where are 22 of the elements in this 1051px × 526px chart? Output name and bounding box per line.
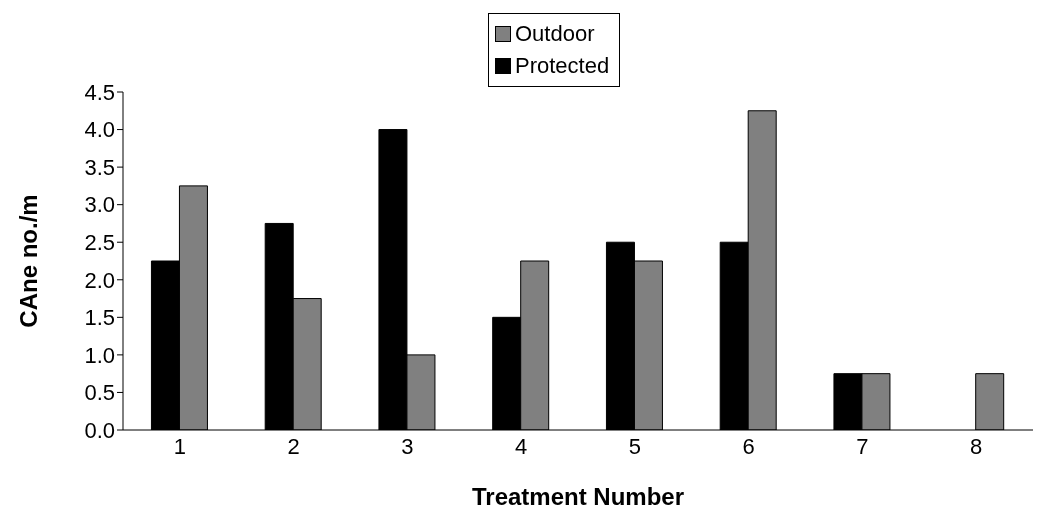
y-tick-label: 3.0 [84, 192, 115, 218]
y-tick-label: 0.0 [84, 417, 115, 443]
legend-label: Protected [515, 52, 610, 80]
x-tick-label: 5 [628, 433, 641, 459]
x-tick-label: 6 [742, 433, 755, 459]
y-tick-label: 4.0 [84, 117, 115, 143]
x-tick-label: 8 [970, 433, 983, 459]
x-tick-label: 1 [173, 433, 186, 459]
x-axis-title: Treatment Number [471, 483, 685, 510]
y-tick-label: 4.5 [84, 79, 115, 105]
x-tick-label: 4 [515, 433, 528, 459]
y-axis-title: CAne no./m [14, 194, 42, 328]
y-tick-label: 3.5 [84, 154, 115, 180]
x-tick-label: 3 [401, 433, 414, 459]
y-tick-label: 1.0 [84, 342, 115, 368]
y-tick-label: 2.5 [84, 230, 115, 256]
y-tick-label: 1.5 [84, 305, 115, 331]
x-tick-label: 7 [856, 433, 869, 459]
legend-label: Outdoor [515, 20, 595, 48]
y-tick-label: 2.0 [84, 267, 115, 293]
y-tick-label: 0.5 [84, 380, 115, 406]
x-tick-label: 2 [287, 433, 300, 459]
